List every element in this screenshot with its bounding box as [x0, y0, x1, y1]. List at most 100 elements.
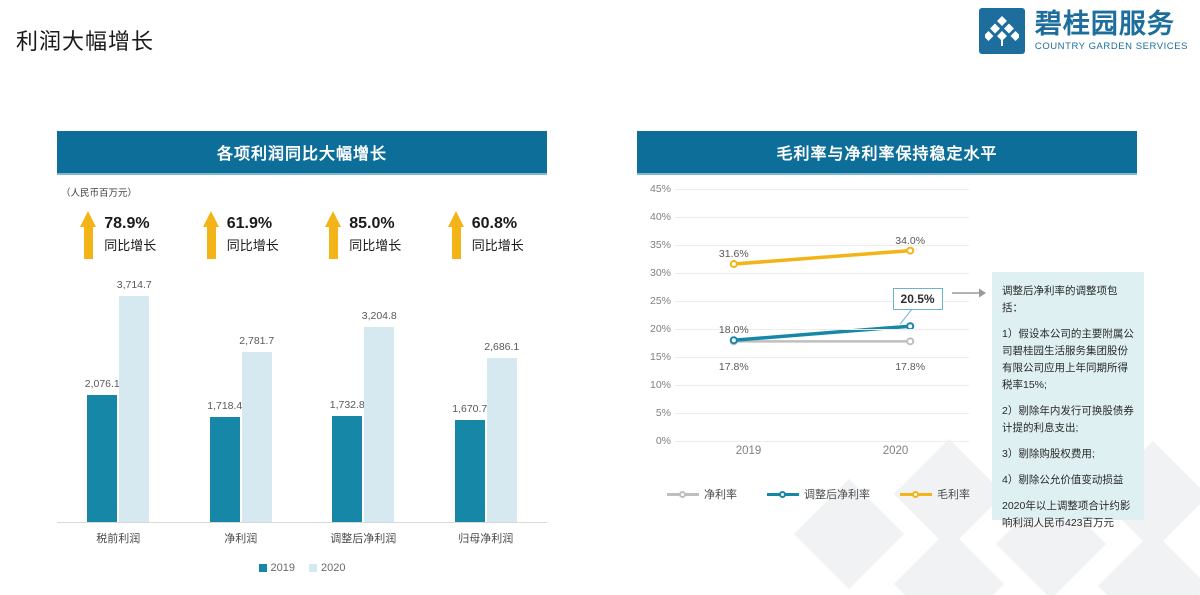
- y-tick-label: 35%: [649, 239, 671, 251]
- y-tick-label: 45%: [649, 183, 671, 195]
- growth-percent: 60.8%: [471, 215, 518, 233]
- point-value-label: 18.0%: [718, 324, 749, 337]
- arrow-up-icon: [80, 211, 97, 259]
- arrow-up-icon: [447, 211, 465, 259]
- note-intro: 调整后净利率的调整项包括：: [1002, 285, 1118, 314]
- y-tick-label: 25%: [649, 295, 671, 307]
- growth-caption: 同比增长: [226, 238, 279, 253]
- legend-label: 2020: [321, 562, 346, 574]
- left-panel-title: 各项利润同比大幅增长: [57, 131, 547, 175]
- y-tick-label: 5%: [655, 407, 671, 419]
- gridline: [675, 189, 969, 190]
- bar-2020: 3,714.7: [117, 279, 152, 522]
- highlight-callout: 20.5%: [892, 288, 943, 311]
- legend-label: 毛利率: [937, 489, 970, 501]
- legend-label: 调整后净利率: [804, 489, 870, 501]
- right-panel-title: 毛利率与净利率保持稳定水平: [637, 131, 1137, 175]
- growth-percent: 61.9%: [226, 215, 273, 233]
- y-tick-label: 40%: [649, 211, 671, 223]
- legend-line-swatch: [767, 489, 799, 499]
- legend-item-净利率: 净利率: [667, 486, 737, 502]
- bar-value-label: 1,670.7: [452, 403, 488, 416]
- line-chart-area: 0% 5% 10% 15% 20% 25% 30% 35% 40% 45% 17.8% 17.8% 1…: [637, 183, 1137, 489]
- growth-indicator: 60.8% 同比增长: [425, 211, 548, 259]
- gridline: [675, 273, 969, 274]
- page-title: 利润大幅增长: [16, 29, 155, 54]
- legend-swatch: [258, 564, 267, 572]
- bar-group: 2,076.1 3,714.7: [57, 263, 180, 522]
- bar-category-label: 净利润: [224, 533, 258, 545]
- data-point: [729, 336, 738, 345]
- bar-2019: 2,076.1: [85, 378, 120, 522]
- growth-caption: 同比增长: [471, 238, 524, 253]
- bar-2019: 1,732.8: [330, 399, 365, 522]
- growth-indicator: 85.0% 同比增长: [302, 211, 425, 259]
- pointer-arrow-icon: [952, 288, 986, 298]
- x-tick-label: 2019: [735, 445, 762, 457]
- bar-value-label: 2,076.1: [84, 378, 120, 391]
- bar-value-label: 2,781.7: [239, 335, 275, 348]
- point-value-label: 34.0%: [895, 234, 926, 247]
- arrow-up-icon: [202, 211, 220, 259]
- data-point: [906, 337, 915, 346]
- y-tick-label: 0%: [655, 435, 671, 447]
- legend-item-毛利率: 毛利率: [900, 486, 970, 502]
- logo-text-cn: 碧桂园服务: [1034, 8, 1175, 39]
- note-item: 3）剔除购股权费用;: [1002, 448, 1095, 460]
- growth-percent: 85.0%: [349, 215, 395, 233]
- point-value-label: 17.8%: [895, 361, 926, 374]
- logo-mark-icon: [978, 8, 1025, 54]
- brand-logo: 碧桂园服务 COUNTRY GARDEN SERVICES: [978, 8, 1188, 54]
- point-value-label: 31.6%: [718, 248, 749, 261]
- bar-2020: 3,204.8: [362, 310, 397, 522]
- y-tick-label: 15%: [649, 351, 671, 363]
- data-point: [729, 260, 738, 269]
- bar-category-label: 调整后净利润: [330, 533, 397, 545]
- y-tick-label: 10%: [649, 379, 671, 391]
- gridline: [675, 245, 969, 246]
- note-item: 4）剔除公允价值变动损益: [1002, 474, 1124, 486]
- bar-group: 1,732.8 3,204.8: [302, 263, 425, 522]
- legend-item-2019: 2019: [258, 562, 295, 574]
- bar-category-label: 归母净利润: [458, 533, 514, 545]
- note-item: 2）剔除年内发行可换股债券计提的利息支出;: [1002, 405, 1134, 434]
- gridline: [675, 329, 969, 330]
- y-tick-label: 20%: [649, 323, 671, 335]
- growth-indicator-row: 78.9% 同比增长 61.9% 同比增长 85.0% 同比增长 60.8% 同比增长: [57, 211, 547, 259]
- bar-category-label: 税前利润: [96, 533, 141, 545]
- bar-2019: 1,718.4: [207, 400, 242, 522]
- gridline: [675, 301, 969, 302]
- growth-indicator: 78.9% 同比增长: [57, 211, 180, 259]
- growth-caption: 同比增长: [104, 238, 157, 253]
- logo-text-en: COUNTRY GARDEN SERVICES: [1034, 40, 1188, 52]
- line-x-axis: 2019 2020: [675, 445, 969, 457]
- legend-line-swatch: [900, 489, 932, 499]
- growth-percent: 78.9%: [104, 215, 150, 233]
- arrow-up-icon: [325, 211, 342, 259]
- line-plot: 17.8% 17.8% 18.0% 31.6% 34.0% 20.5%: [675, 189, 969, 442]
- y-tick-label: 30%: [649, 267, 671, 279]
- growth-caption: 同比增长: [349, 238, 402, 253]
- legend-item-2020: 2020: [309, 562, 345, 574]
- legend-label: 净利率: [704, 489, 737, 501]
- note-item: 1）假设本公司的主要附属公司碧桂园生活服务集团股份有限公司应用上年同期所得税率1…: [1002, 328, 1134, 391]
- bar-2020: 2,686.1: [484, 341, 519, 522]
- bar-category-axis: 税前利润 净利润 调整后净利润 归母净利润: [57, 530, 547, 546]
- note-footer: 2020年以上调整项合计约影响利润人民币423百万元: [1002, 500, 1131, 529]
- legend-line-swatch: [667, 489, 699, 499]
- gridline: [675, 413, 969, 414]
- bar-group: 1,670.7 2,686.1: [425, 263, 548, 522]
- bar-group: 1,718.4 2,781.7: [180, 263, 303, 522]
- line-series-svg: [729, 246, 969, 346]
- legend-item-调整后净利率: 调整后净利率: [767, 486, 870, 502]
- x-tick-label: 2020: [882, 445, 909, 457]
- growth-indicator: 61.9% 同比增长: [180, 211, 303, 259]
- gridline: [675, 217, 969, 218]
- point-value-label: 17.8%: [718, 361, 749, 374]
- bar-value-label: 2,686.1: [484, 341, 520, 354]
- legend-swatch: [309, 564, 317, 572]
- bar-value-label: 1,732.8: [329, 399, 365, 412]
- legend-label: 2019: [270, 562, 295, 574]
- gridline: [675, 385, 969, 386]
- bar-2019: 1,670.7: [452, 403, 487, 522]
